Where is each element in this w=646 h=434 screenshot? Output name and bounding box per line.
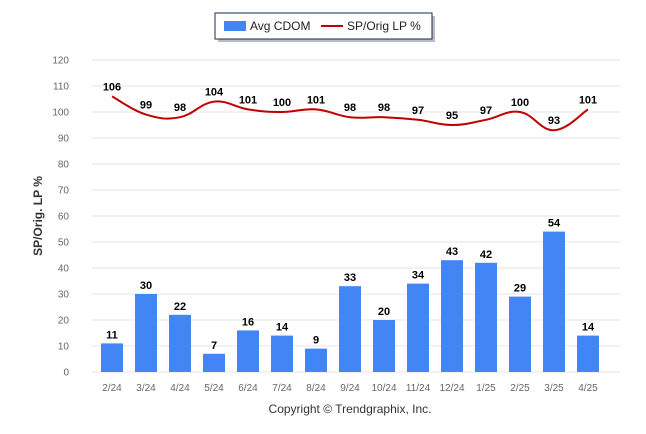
bar-series	[101, 231, 599, 372]
bar-value-label: 14	[276, 322, 289, 334]
y-axis-title: SP/Orig. LP %	[31, 176, 45, 256]
x-tick-label: 3/24	[136, 383, 156, 394]
x-tick-label: 5/24	[204, 383, 224, 394]
line-value-label: 101	[579, 94, 597, 106]
line-value-label: 97	[480, 105, 492, 117]
bar	[271, 335, 293, 372]
y-tick-label: 70	[58, 186, 70, 197]
x-tick-label: 4/25	[578, 383, 598, 394]
bar-value-label: 29	[514, 283, 526, 295]
bar	[509, 296, 531, 372]
line-value-label: 98	[344, 102, 356, 114]
line-value-label: 100	[511, 97, 529, 109]
bar	[577, 335, 599, 372]
x-tick-label: 3/25	[544, 383, 564, 394]
bar-value-label: 7	[211, 340, 217, 352]
bar	[373, 320, 395, 372]
bar-value-label: 9	[313, 335, 319, 347]
bar	[169, 314, 191, 372]
bar-value-label: 34	[412, 270, 425, 282]
bar-value-label: 33	[344, 272, 356, 284]
bar-value-label: 11	[106, 329, 118, 341]
bar	[203, 353, 225, 372]
line-value-label: 101	[239, 94, 257, 106]
y-tick-label: 90	[58, 134, 70, 145]
data-labels: 11 30 22 7 16 14 9 33 20 34 43 42 29 54 14 106 99 98 104 10…	[103, 81, 597, 351]
y-tick-label: 80	[58, 160, 70, 171]
x-tick-label: 4/24	[170, 383, 190, 394]
bar-value-label: 54	[548, 218, 561, 230]
line-value-label: 93	[548, 115, 560, 127]
bar-value-label: 14	[582, 322, 595, 334]
x-tick-label: 2/24	[102, 383, 122, 394]
line-value-label: 98	[174, 102, 186, 114]
legend-bar-label: Avg CDOM	[250, 19, 310, 33]
y-tick-label: 0	[63, 368, 69, 379]
line-series	[111, 95, 589, 132]
bar	[237, 330, 259, 372]
bar	[339, 286, 361, 372]
x-tick-label: 6/24	[238, 383, 258, 394]
y-tick-label: 20	[58, 316, 70, 327]
x-tick-label: 2/25	[510, 383, 530, 394]
bar	[543, 231, 565, 372]
x-tick-label: 9/24	[340, 383, 360, 394]
bar	[101, 343, 123, 372]
bar-value-label: 20	[378, 306, 390, 318]
line-value-label: 99	[140, 100, 152, 112]
y-tick-label: 100	[52, 108, 69, 119]
bar-value-label: 30	[140, 280, 152, 292]
y-tick-label: 30	[58, 290, 70, 301]
y-tick-label: 50	[58, 238, 70, 249]
line-value-label: 104	[205, 87, 224, 99]
x-tick-label: 10/24	[371, 383, 396, 394]
y-tick-label: 40	[58, 264, 70, 275]
x-tick-label: 12/24	[439, 383, 464, 394]
line-path	[111, 95, 589, 132]
bar	[135, 294, 157, 372]
x-tick-label: 1/25	[476, 383, 496, 394]
bar-value-label: 16	[242, 316, 254, 328]
bar-value-label: 22	[174, 301, 186, 313]
copyright-credit: Copyright © Trendgraphix, Inc.	[269, 402, 432, 416]
bar	[407, 283, 429, 372]
x-axis-ticks: 2/24 3/24 4/24 5/24 6/24 7/24 8/24 9/24 10/24 11/…	[102, 383, 598, 394]
bar-value-label: 42	[480, 249, 492, 261]
line-value-label: 101	[307, 94, 325, 106]
bar	[305, 348, 327, 372]
legend: Avg CDOM SP/Orig LP %	[214, 12, 435, 42]
line-value-label: 106	[103, 81, 121, 93]
gridlines	[92, 59, 620, 373]
x-tick-label: 11/24	[406, 383, 431, 394]
bar	[475, 262, 497, 372]
line-value-label: 100	[273, 97, 291, 109]
y-tick-label: 60	[58, 212, 70, 223]
y-tick-label: 120	[52, 56, 69, 67]
y-axis-ticks: 0 10 20 30 40 50 60 70 80 90 100 110 120	[52, 56, 69, 379]
x-tick-label: 7/24	[272, 383, 292, 394]
bar-value-label: 43	[446, 246, 458, 258]
legend-line-label: SP/Orig LP %	[347, 19, 421, 33]
x-tick-label: 8/24	[306, 383, 326, 394]
y-tick-label: 110	[53, 82, 69, 93]
line-value-label: 95	[446, 110, 458, 122]
bar	[441, 260, 463, 372]
line-value-label: 98	[378, 102, 390, 114]
y-tick-label: 10	[58, 342, 70, 353]
line-value-label: 97	[412, 105, 424, 117]
legend-bar-swatch	[224, 21, 246, 31]
